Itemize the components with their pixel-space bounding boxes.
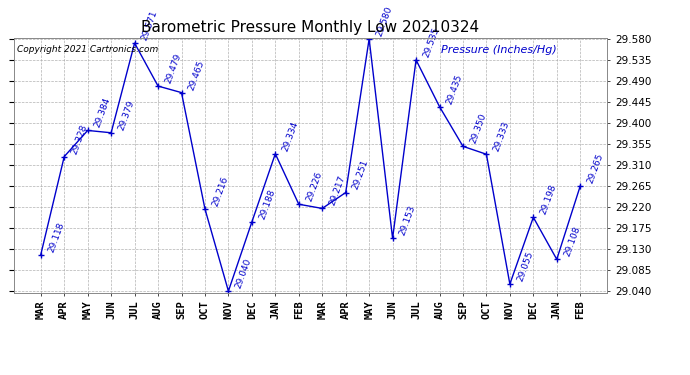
Text: 29.465: 29.465	[187, 58, 206, 91]
Text: 29.216: 29.216	[210, 175, 230, 207]
Text: 29.118: 29.118	[46, 220, 66, 253]
Text: 29.384: 29.384	[93, 96, 112, 129]
Text: 29.226: 29.226	[304, 170, 324, 203]
Text: 29.153: 29.153	[398, 204, 417, 237]
Title: Barometric Pressure Monthly Low 20210324: Barometric Pressure Monthly Low 20210324	[141, 20, 480, 35]
Text: 29.055: 29.055	[515, 250, 535, 283]
Text: Pressure (Inches/Hg): Pressure (Inches/Hg)	[441, 45, 557, 55]
Text: 29.265: 29.265	[586, 152, 605, 184]
Text: 29.334: 29.334	[281, 120, 300, 152]
Text: 29.040: 29.040	[234, 257, 253, 290]
Text: 29.251: 29.251	[351, 159, 371, 191]
Text: 29.217: 29.217	[328, 174, 347, 207]
Text: 29.571: 29.571	[140, 9, 159, 42]
Text: 29.108: 29.108	[562, 225, 582, 258]
Text: 29.535: 29.535	[422, 26, 441, 58]
Text: 29.379: 29.379	[117, 99, 136, 131]
Text: 29.350: 29.350	[469, 112, 488, 145]
Text: 29.328: 29.328	[70, 123, 89, 155]
Text: 29.198: 29.198	[539, 183, 558, 216]
Text: 29.188: 29.188	[257, 188, 277, 220]
Text: 29.479: 29.479	[164, 52, 183, 85]
Text: Copyright 2021 Cartronics.com: Copyright 2021 Cartronics.com	[17, 45, 158, 54]
Text: 29.435: 29.435	[445, 73, 464, 105]
Text: 29.580: 29.580	[375, 5, 394, 38]
Text: 29.333: 29.333	[492, 120, 511, 153]
